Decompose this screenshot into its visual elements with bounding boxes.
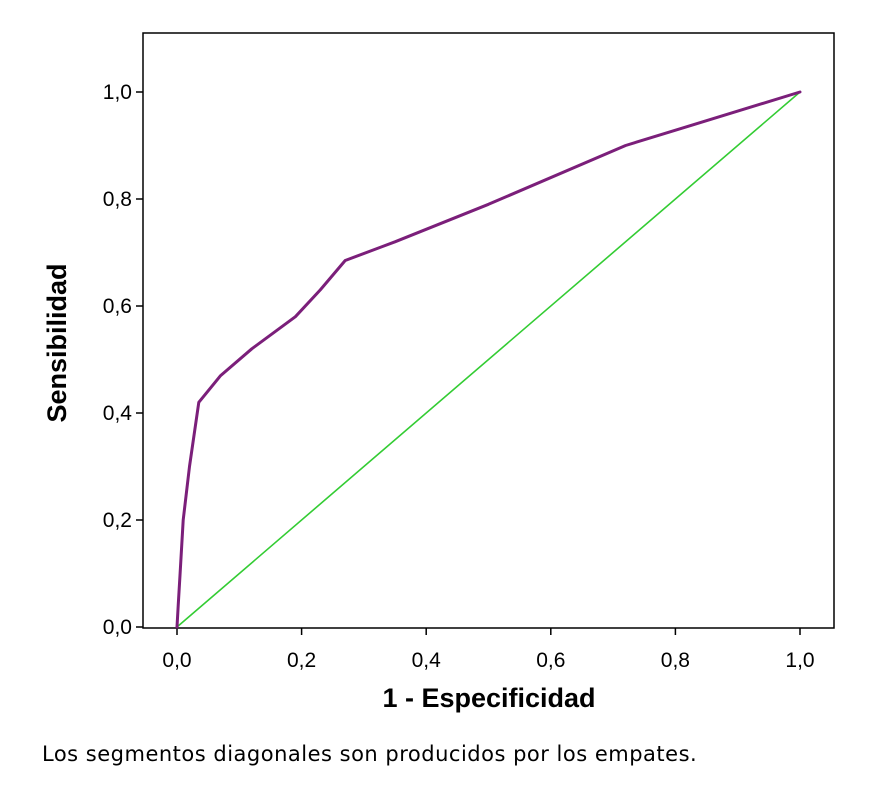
- y-tick-label: 0,8: [103, 188, 132, 211]
- x-axis-title: 1 - Especificidad: [382, 683, 595, 713]
- y-tick-label: 0,6: [103, 295, 132, 318]
- y-tick-label: 0,0: [103, 616, 132, 639]
- x-axis-ticks: 0,0 0,2 0,4 0,6 0,8 1,0: [162, 628, 815, 672]
- y-tick-label: 0,2: [103, 509, 132, 532]
- x-tick-label: 0,8: [661, 649, 690, 672]
- x-tick-label: 0,2: [287, 649, 316, 672]
- x-tick-label: 0,0: [162, 649, 191, 672]
- roc-chart: 0,0 0,2 0,4 0,6 0,8 1,0 0,0 0,2 0,4 0,6 0,8 1,0 1 …: [42, 32, 835, 713]
- plot-frame: [142, 32, 835, 629]
- y-tick-label: 1,0: [103, 81, 132, 104]
- reference-diagonal-line: [176, 91, 801, 628]
- series-group: [175, 90, 802, 629]
- x-tick-label: 1,0: [785, 649, 814, 672]
- y-tick-label: 0,4: [103, 402, 133, 425]
- y-axis-title: Sensibilidad: [42, 263, 72, 422]
- roc-curve-line: [175, 90, 802, 629]
- x-tick-label: 0,6: [536, 649, 565, 672]
- x-tick-label: 0,4: [412, 649, 442, 672]
- footnote: Los segmentos diagonales son producidos …: [42, 742, 698, 766]
- y-axis-ticks: 0,0 0,2 0,4 0,6 0,8 1,0: [103, 81, 143, 639]
